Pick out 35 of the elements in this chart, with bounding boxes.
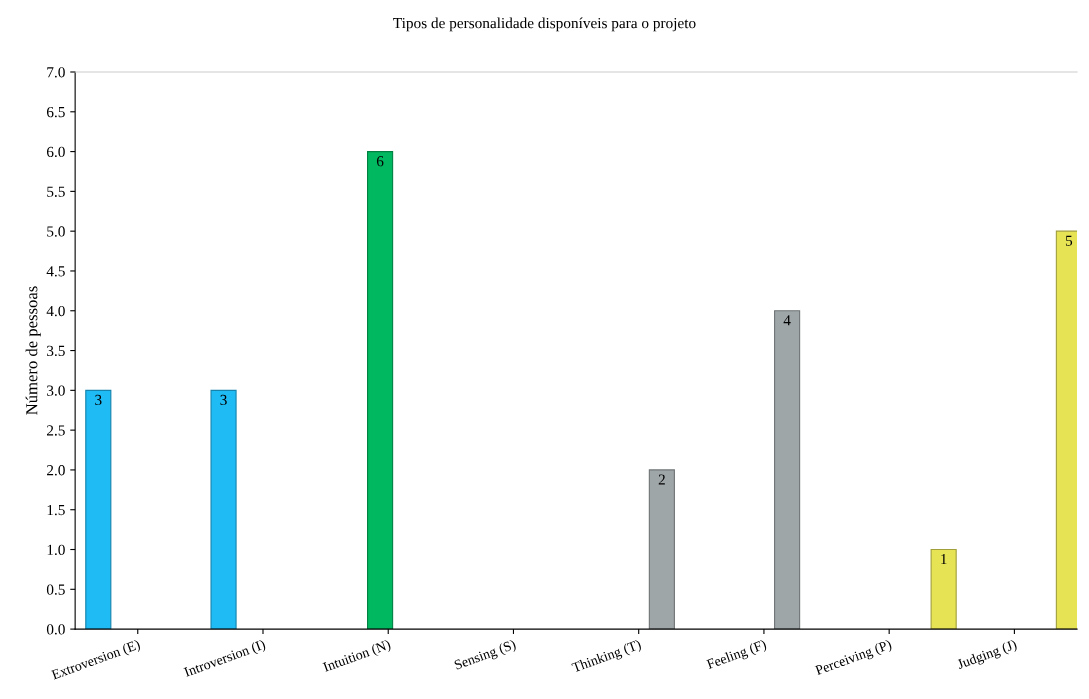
bar — [648, 469, 675, 630]
y-tick-label: 4.0 — [46, 305, 65, 317]
y-tick-label: 6.0 — [46, 146, 65, 158]
y-tick-label: 6.5 — [46, 106, 65, 118]
y-tick-label: 7.0 — [47, 67, 65, 78]
y-tick-label: 5.5 — [47, 186, 65, 197]
y-tick-label: 2.5 — [46, 425, 65, 436]
y-tick-label: 1.0 — [47, 544, 65, 556]
bar — [367, 151, 394, 630]
data-label: 2 — [658, 474, 665, 485]
data-label: 5 — [1065, 235, 1073, 246]
x-tick-label: Judging (J) — [956, 639, 1019, 672]
data-label: 4 — [783, 315, 791, 326]
y-tick-label: 5.0 — [47, 226, 65, 237]
data-label: 3 — [220, 394, 227, 406]
bar — [85, 389, 112, 630]
data-label: 6 — [376, 156, 384, 167]
data-label: 3 — [95, 394, 102, 406]
y-tick-label: 0.5 — [46, 584, 65, 595]
y-tick-label: 1.5 — [47, 504, 65, 516]
bar — [930, 548, 957, 630]
bar — [774, 310, 801, 630]
x-tick-label: Feeling (F) — [705, 639, 768, 672]
y-tick-label: 2.0 — [46, 465, 65, 476]
y-tick-label: 0.0 — [46, 624, 65, 635]
x-tick-label: Sensing (S) — [453, 639, 518, 673]
y-tick-label: 3.5 — [47, 345, 65, 357]
bar — [210, 389, 237, 630]
y-tick-label: 3.0 — [47, 385, 65, 396]
y-axis-title: Número de pessoas — [25, 286, 41, 415]
data-label: 1 — [941, 554, 947, 565]
x-tick-label: Thinking (T) — [571, 639, 643, 676]
y-tick-label: 4.5 — [46, 266, 65, 277]
x-tick-label: Intuition (N) — [322, 639, 392, 675]
chart-title: Tipos de personalidade disponíveis para o projeto — [393, 17, 696, 32]
